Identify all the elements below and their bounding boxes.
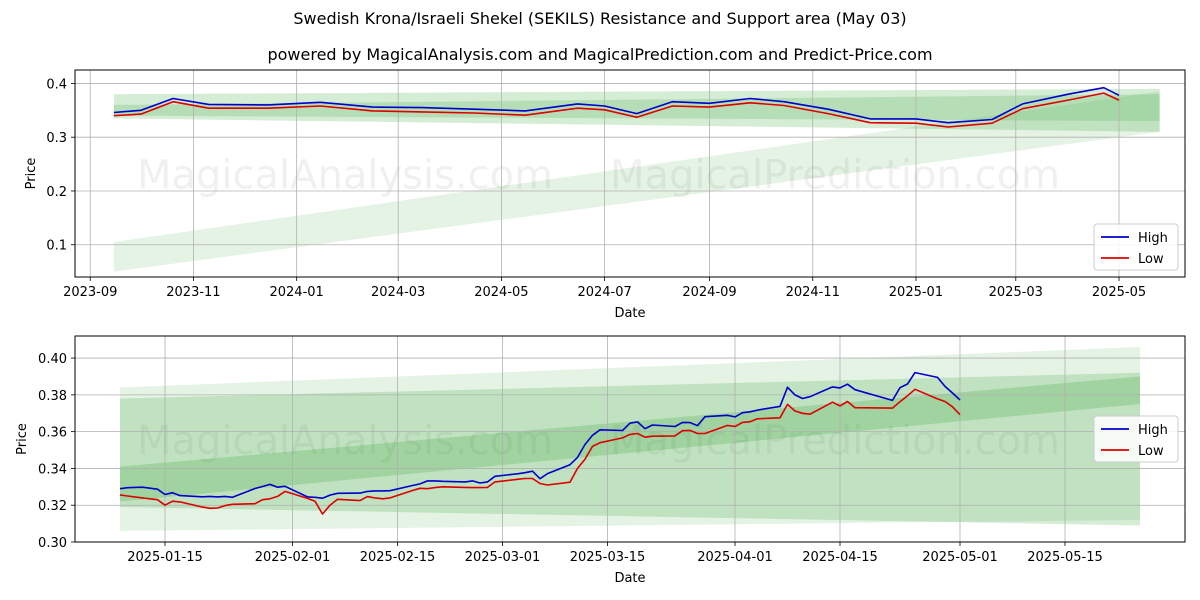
bottom-ytick-label: 0.32	[38, 499, 67, 514]
bottom-ytick-label: 0.36	[38, 426, 67, 441]
bottom-x-axis-label: Date	[614, 571, 645, 586]
top-legend-label-high: High	[1138, 231, 1168, 246]
top-xtick-label: 2023-11	[166, 285, 220, 300]
bottom-chart: MagicalAnalysis.com MagicalPrediction.com…	[15, 335, 1186, 586]
top-y-axis-label: Price	[24, 158, 39, 190]
bottom-xtick-label: 2025-01-15	[127, 550, 203, 565]
bottom-ytick-label: 0.30	[38, 536, 67, 551]
top-xtick-label: 2024-01	[269, 285, 323, 300]
top-xtick-label: 2024-07	[577, 285, 631, 300]
top-ytick-label: 0.3	[46, 131, 67, 146]
bottom-ytick-label: 0.34	[38, 462, 67, 477]
bottom-axes-frame	[74, 335, 1186, 543]
bottom-band-0	[120, 347, 1140, 531]
top-axes-frame	[74, 69, 1186, 278]
top-ytick-label: 0.4	[46, 77, 67, 92]
top-xtick-label: 2025-05	[1092, 285, 1146, 300]
bottom-series-low-line	[119, 388, 961, 515]
top-x-axis-label: Date	[614, 306, 645, 321]
top-band-2	[113, 94, 1160, 122]
chart-subtitle: powered by MagicalAnalysis.com and Magic…	[267, 45, 933, 64]
bottom-legend-label-high: High	[1138, 423, 1168, 438]
bottom-legend-label-low: Low	[1138, 444, 1164, 459]
bottom-xtick-label: 2025-03-15	[570, 550, 646, 565]
bottom-ytick-label: 0.38	[38, 389, 67, 404]
bottom-ytick-label: 0.40	[38, 352, 67, 367]
top-xtick-label: 2023-09	[63, 285, 117, 300]
bottom-band-1	[120, 372, 1140, 526]
bottom-xtick-label: 2025-02-15	[360, 550, 436, 565]
top-series-low-line	[113, 92, 1120, 128]
bottom-watermark-prediction: MagicalPrediction.com	[610, 418, 1060, 464]
top-xtick-label: 2024-11	[786, 285, 840, 300]
bottom-watermark-analysis: MagicalAnalysis.com	[137, 418, 553, 464]
bottom-xtick-label: 2025-04-15	[802, 550, 878, 565]
chart-title: Swedish Krona/Israeli Shekel (SEKILS) Re…	[293, 9, 907, 28]
bottom-y-axis-label: Price	[15, 423, 30, 455]
top-xtick-label: 2024-03	[371, 285, 425, 300]
bottom-xtick-label: 2025-05-01	[922, 550, 998, 565]
top-band-1	[113, 88, 1160, 132]
top-chart: MagicalAnalysis.com MagicalPrediction.com…	[24, 69, 1186, 321]
bottom-series-high-line	[119, 371, 961, 499]
top-xtick-label: 2025-01	[889, 285, 943, 300]
top-xtick-label: 2025-03	[989, 285, 1043, 300]
bottom-xtick-label: 2025-05-15	[1027, 550, 1103, 565]
top-legend-label-low: Low	[1138, 252, 1164, 267]
bottom-xtick-label: 2025-04-01	[697, 550, 773, 565]
bottom-xtick-label: 2025-02-01	[255, 550, 331, 565]
top-xtick-label: 2024-05	[474, 285, 528, 300]
top-xtick-label: 2024-09	[682, 285, 736, 300]
top-ytick-label: 0.1	[46, 239, 67, 254]
top-ytick-label: 0.2	[46, 185, 67, 200]
top-band-0	[113, 91, 1160, 272]
top-series-high-line	[113, 86, 1120, 124]
bottom-xtick-label: 2025-03-01	[465, 550, 541, 565]
